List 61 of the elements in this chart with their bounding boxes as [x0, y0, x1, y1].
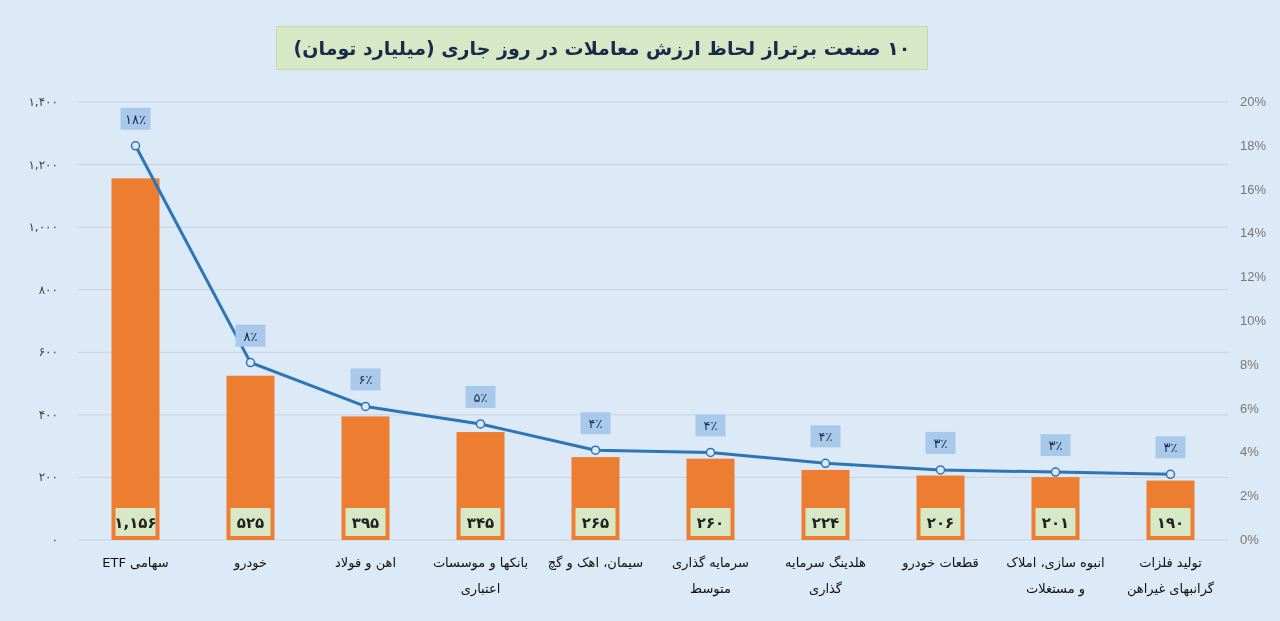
y-tick-label: ۱,۴۰۰: [28, 95, 58, 109]
data-label: ۱۸٪: [125, 111, 146, 127]
y2-tick-label: 10%: [1240, 313, 1267, 328]
y2-tick-label: 12%: [1240, 269, 1267, 285]
y2-tick-label: 18%: [1240, 137, 1267, 153]
data-label: ۳٪: [1163, 440, 1178, 456]
data-label: ۳٪: [933, 435, 948, 451]
data-label: ۵۲۵: [236, 514, 265, 532]
y-tick-label: ۲۰۰: [38, 470, 58, 485]
data-label: ۲۲۴: [811, 514, 840, 532]
data-label: ۳۹۵: [351, 514, 380, 532]
x-tick-label: هلدینگ سرمایه گذاری: [784, 554, 867, 598]
x-tick-label: سهامی ETF: [101, 554, 170, 572]
x-tick-label: اهن و فولاد: [333, 554, 397, 573]
point: [130, 141, 141, 151]
y2-tick-label: 6%: [1240, 400, 1260, 416]
point: [935, 465, 946, 475]
point: [360, 401, 371, 412]
point: [1050, 467, 1061, 477]
data-label: ۸٪: [243, 328, 258, 344]
y-tick-label: ۰: [51, 533, 58, 547]
data-label: ۶٪: [358, 372, 373, 388]
x-tick-label: انبوه سازی، املاک و مستغلات: [1005, 554, 1106, 599]
point: [245, 357, 256, 368]
y-tick-label: ۴۰۰: [38, 407, 58, 422]
data-label: ۲۶۵: [581, 514, 610, 532]
y-tick-label: ۱,۰۰۰: [28, 220, 58, 235]
point: [1165, 469, 1176, 480]
y2-tick-label: 2%: [1240, 488, 1260, 504]
data-label: ۴٪: [818, 429, 833, 445]
data-label: ۲۰۶: [926, 514, 955, 532]
x-tick-label: سرمایه گذاری متوسط: [671, 554, 750, 599]
x-tick-label: قطعات خودرو: [900, 554, 980, 573]
x-tick-label: خودرو: [232, 554, 269, 573]
data-label: ۴٪: [588, 416, 603, 432]
data-label: ۵٪: [473, 389, 488, 405]
chart-title: ۱۰ صنعت برتراز لحاظ ارزش معاملات در روز جاری (میلیارد تومان): [276, 26, 928, 70]
y-tick-label: ۸۰۰: [38, 282, 58, 297]
x-tick-label: بانکها و موسسات اعتباری: [431, 554, 530, 599]
y2-tick-label: 16%: [1240, 181, 1267, 197]
y2-tick-label: 14%: [1240, 225, 1267, 241]
x-tick-label: تولید فلزات گرانبهای غیراهن: [1125, 554, 1215, 599]
point: [820, 458, 831, 469]
y2-tick-label: 4%: [1240, 444, 1260, 460]
y-tick-label: ۶۰۰: [38, 345, 58, 360]
bar: [111, 178, 160, 540]
data-label: ۱,۱۵۶: [114, 514, 157, 532]
data-label: ۴٪: [703, 418, 718, 434]
y-tick-label: ۱,۲۰۰: [28, 157, 58, 172]
data-label: ۲۶۰: [696, 514, 725, 532]
data-label: ۳۴۵: [466, 514, 495, 532]
data-label: ۳٪: [1048, 438, 1063, 454]
point: [590, 445, 601, 455]
data-label: ۲۰۱: [1041, 514, 1070, 532]
point: [475, 419, 486, 429]
y2-tick-label: 20%: [1240, 94, 1267, 109]
y2-tick-label: 0%: [1240, 532, 1260, 547]
data-label: ۱۹۰: [1156, 514, 1185, 532]
point: [705, 447, 716, 458]
x-tick-label: سیمان، اهک و گچ: [546, 554, 645, 573]
y2-tick-label: 8%: [1240, 356, 1260, 372]
